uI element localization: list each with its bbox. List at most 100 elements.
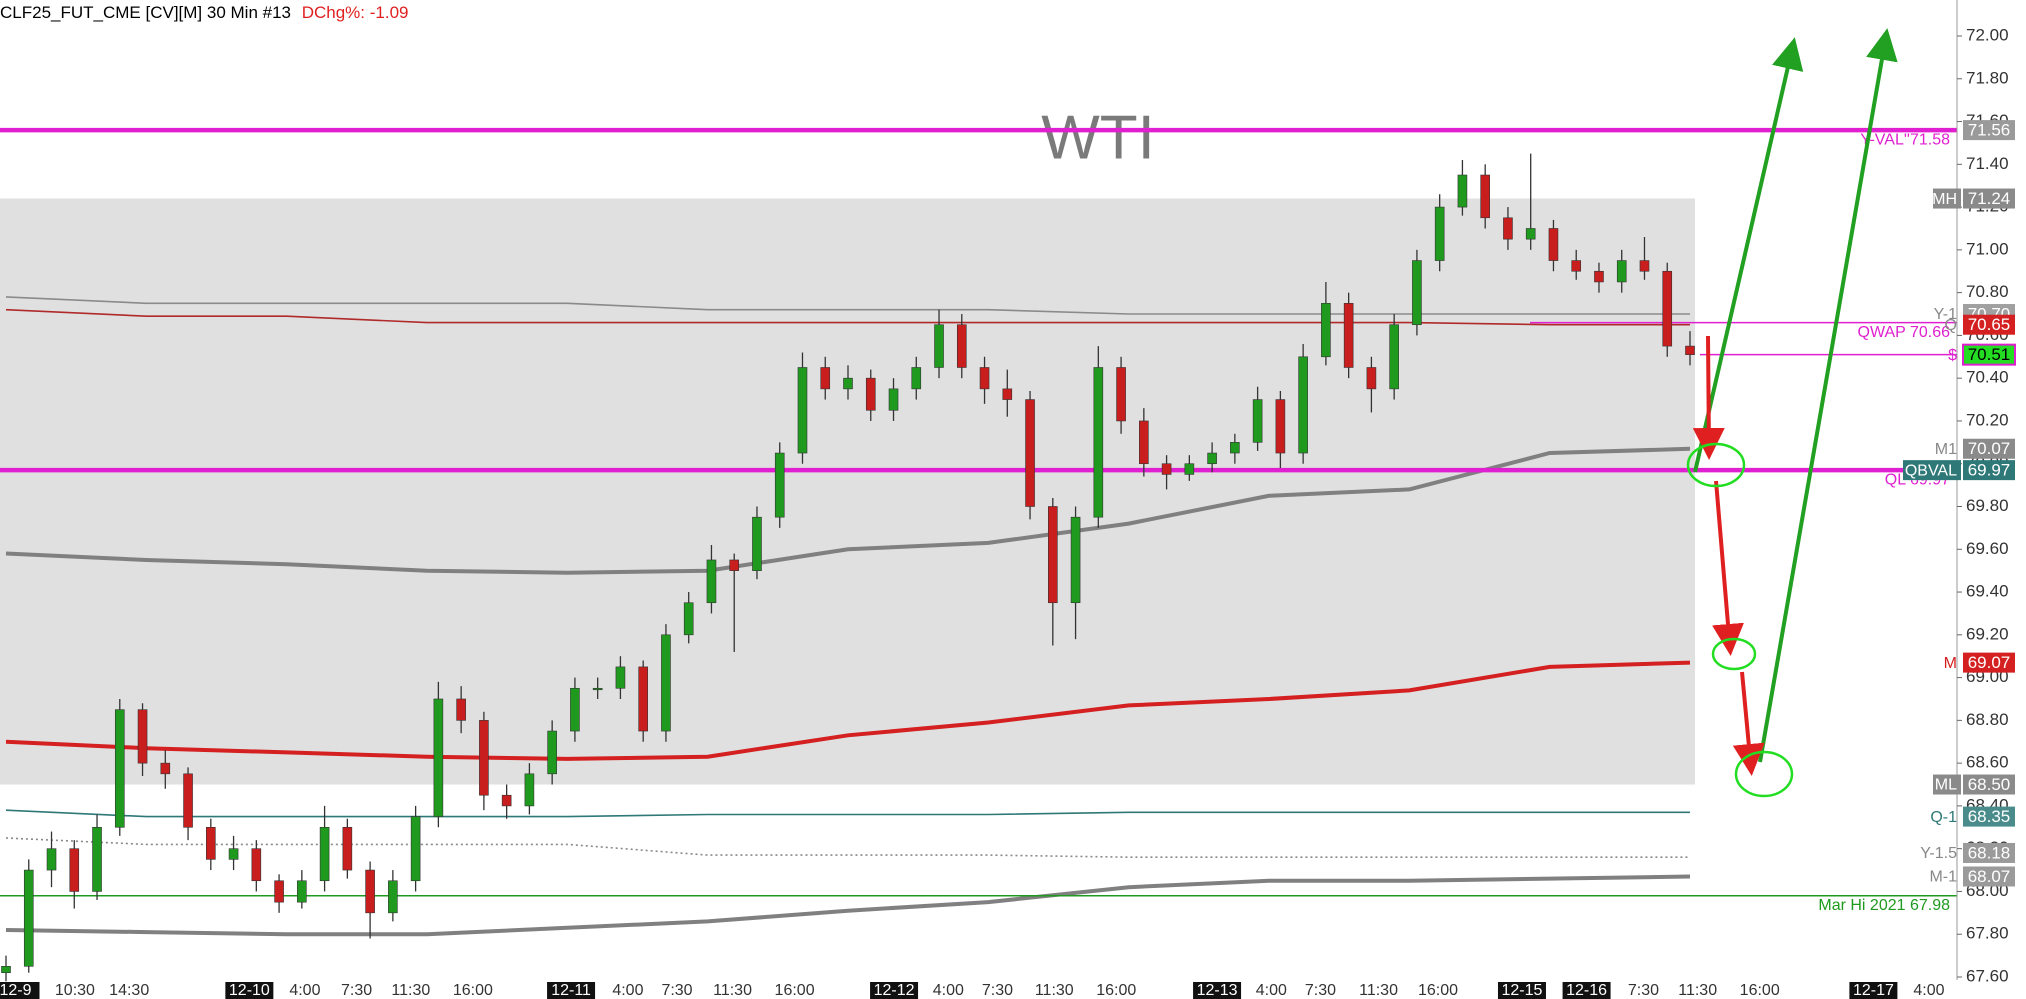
level-label: Mar Hi 2021 67.98 <box>1818 897 1950 914</box>
candle-body <box>956 324 967 368</box>
candle-body <box>114 709 125 828</box>
x-tick-label: 12-12 <box>874 982 915 999</box>
x-tick-label: 16:00 <box>1740 982 1780 999</box>
candle-body <box>1685 345 1695 355</box>
candle-body <box>137 709 148 764</box>
x-tick-label: 4:00 <box>289 982 320 999</box>
annotation-arrows <box>1686 28 1898 798</box>
candle-body <box>592 687 603 691</box>
y-tick-label: 69.20 <box>1966 624 2009 643</box>
target-ellipse <box>1734 750 1794 798</box>
candle-body <box>570 687 580 732</box>
x-tick-label: 12-13 <box>1197 982 1238 999</box>
price-tag-label: 71.56 <box>1968 121 2011 140</box>
candle-body <box>683 602 694 636</box>
x-tick-label: 11:30 <box>391 982 430 999</box>
candle-body <box>1116 367 1126 422</box>
price-tag-name: $ <box>1948 347 1957 364</box>
price-tag-label: 68.07 <box>1968 867 2011 886</box>
green-arrow <box>1758 28 1898 763</box>
candle-body <box>342 826 353 871</box>
price-tag-label: 69.07 <box>1968 653 2011 672</box>
indicator-line <box>5 874 1691 937</box>
indicator-line <box>5 296 1690 315</box>
candle-body <box>92 826 102 892</box>
candle-body <box>251 848 262 882</box>
range-band <box>0 198 1695 785</box>
y-tick-label: 69.80 <box>1966 496 2009 515</box>
x-tick-label: 16:00 <box>775 982 815 999</box>
price-tag-label: 71.24 <box>1968 189 2011 208</box>
candle-body <box>274 880 284 903</box>
y-tick-label: 68.80 <box>1966 710 2009 729</box>
candle-body <box>1321 303 1331 358</box>
candle-body <box>183 773 193 828</box>
x-tick-label: 7:30 <box>982 982 1013 999</box>
level-label: QWAP 70.66 <box>1858 324 1951 341</box>
x-tick-label: 4:00 <box>1256 982 1287 999</box>
date-box <box>870 982 919 999</box>
x-tick-label: 12-17 <box>1853 982 1894 999</box>
price-tag-box <box>1963 314 2015 335</box>
y-tick-label: 70.40 <box>1966 368 2009 387</box>
date-box <box>1562 982 1611 999</box>
x-tick-label: 12-16 <box>1566 982 1607 999</box>
candle-body <box>706 559 717 604</box>
candle-body <box>1548 228 1559 261</box>
price-tag-box <box>1962 343 2016 366</box>
candle-body <box>1298 356 1308 454</box>
candle-body <box>934 324 944 368</box>
candle-body <box>820 367 831 390</box>
candle-body <box>1002 388 1013 400</box>
x-tick-label: 16:00 <box>453 982 493 999</box>
candle-body <box>1161 463 1172 475</box>
candle-body <box>1184 463 1195 475</box>
price-tag-label: 68.50 <box>1968 775 2011 794</box>
indicator-line <box>5 660 1691 761</box>
x-tick-label: 12-9 <box>0 982 32 999</box>
header: CLF25_FUT_CME [CV][M] 30 Min #13 DChg%: … <box>0 3 409 22</box>
plot-back <box>0 198 1695 785</box>
price-tag-name: QBVAL <box>1905 462 1957 479</box>
candle-body <box>365 869 375 914</box>
date-box <box>547 982 596 999</box>
price-tag-box <box>1963 842 2015 863</box>
date-box <box>1193 982 1242 999</box>
day-change: DChg%: -1.09 <box>302 3 409 22</box>
red-arrow <box>1732 671 1765 776</box>
candle-body <box>524 773 535 807</box>
green-arrow <box>1693 37 1804 473</box>
date-box <box>0 982 40 999</box>
x-tick-label: 12-11 <box>551 982 591 999</box>
price-tag-name: M-1 <box>1929 869 1957 886</box>
candle-body <box>1412 260 1422 326</box>
candle-body <box>319 826 330 882</box>
candle-body <box>1480 174 1490 219</box>
candle-body <box>46 848 57 871</box>
x-tick-label: 12-10 <box>229 982 270 999</box>
y-tick-label: 69.60 <box>1966 539 2009 558</box>
candle-body <box>433 698 444 817</box>
candle-body <box>1594 270 1604 283</box>
x-tick-label: 12-15 <box>1502 982 1543 999</box>
candle-body <box>297 880 307 903</box>
indicator-line <box>5 308 1690 326</box>
price-tag-label: 68.35 <box>1968 807 2011 826</box>
indicator-line <box>5 837 1690 859</box>
y-tick-label: 70.80 <box>1966 282 2009 301</box>
candle-body <box>865 377 876 411</box>
candle-body <box>729 559 740 571</box>
symbol: CLF25_FUT_CME [CV][M] 30 Min #13 <box>0 3 291 22</box>
candle-body <box>1207 452 1217 465</box>
candle-body <box>1616 260 1627 283</box>
candle-body <box>661 634 671 732</box>
candle-body <box>774 452 785 518</box>
candle-body <box>456 698 466 721</box>
date-box <box>1497 982 1546 999</box>
x-tick-label: 11:30 <box>1359 982 1398 999</box>
candle-body <box>1093 367 1104 518</box>
date-box <box>225 982 274 999</box>
candle-body <box>1275 399 1286 454</box>
